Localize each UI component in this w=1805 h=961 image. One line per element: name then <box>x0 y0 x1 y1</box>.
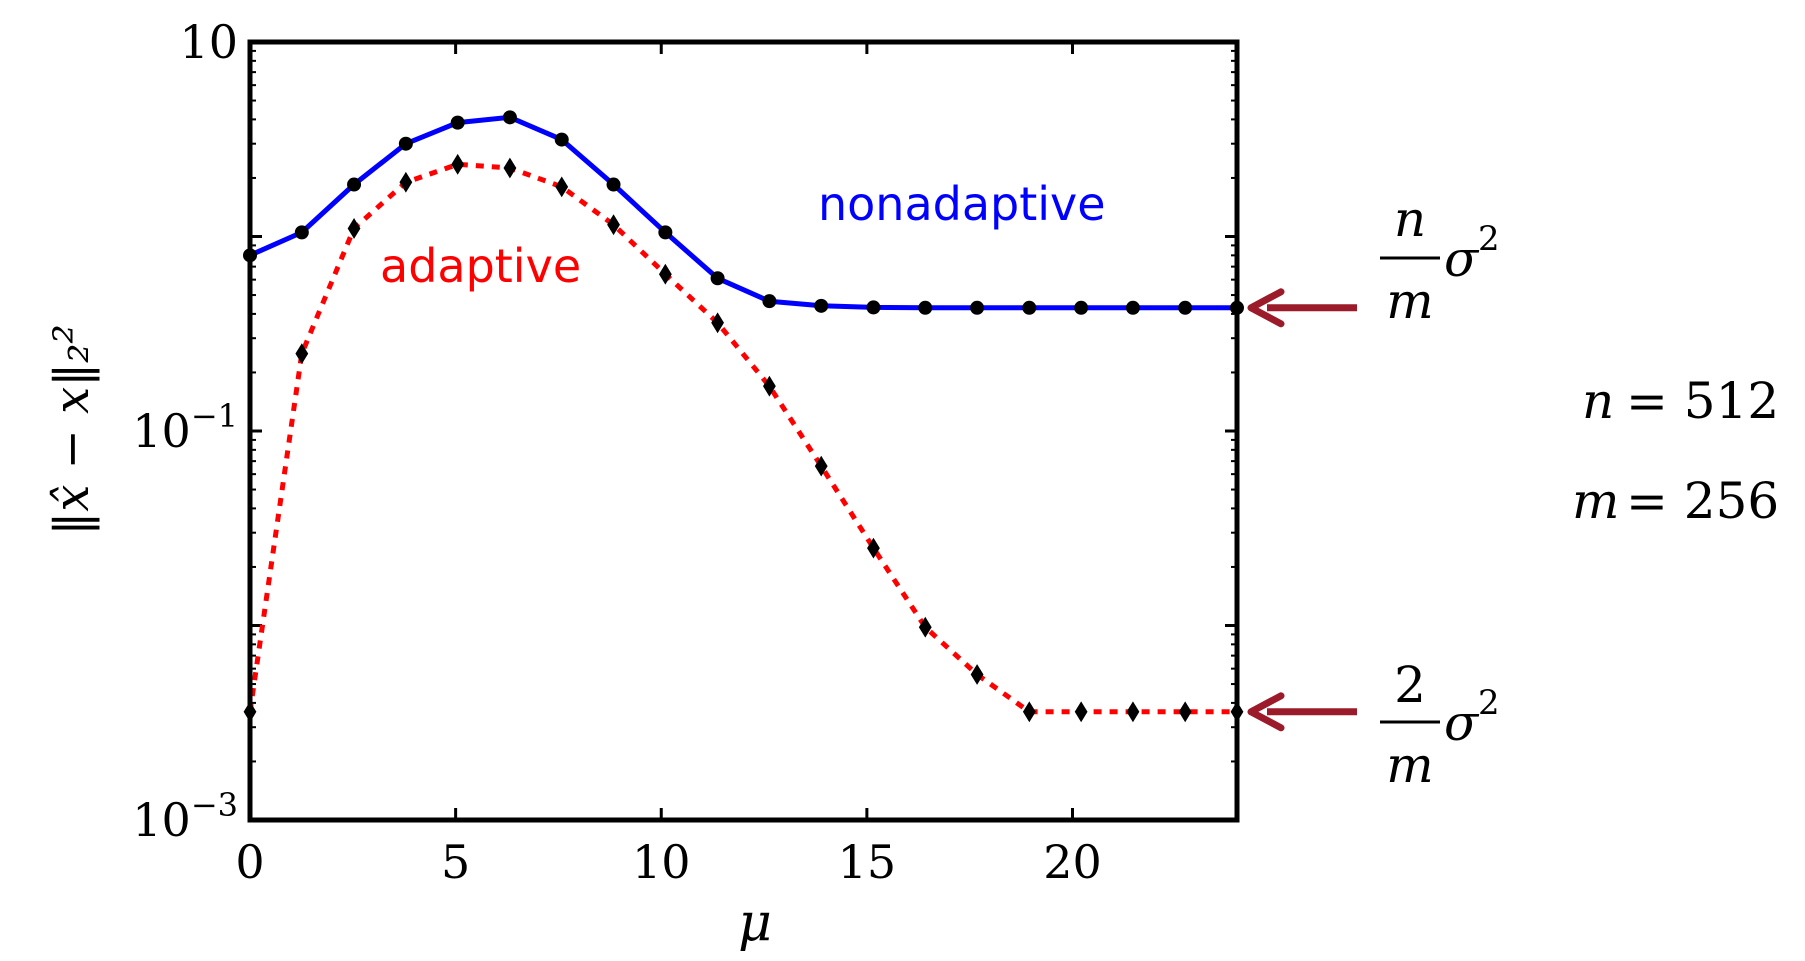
y-tick-label: 10−1 <box>132 397 238 458</box>
upper-fraction-denominator: m <box>1386 272 1433 330</box>
series-label-nonadaptive: nonadaptive <box>818 177 1106 231</box>
data-point-adaptive <box>658 263 672 285</box>
data-point-nonadaptive <box>866 300 881 315</box>
lower-fraction-denominator: m <box>1386 736 1433 794</box>
y-tick-label: 10−3 <box>132 786 238 847</box>
data-point-nonadaptive <box>1022 300 1037 315</box>
x-tick-label: 0 <box>235 835 264 889</box>
lower-fraction-numerator: 2 <box>1394 656 1426 714</box>
data-point-adaptive <box>1074 701 1088 723</box>
m-symbol: m <box>1572 472 1619 530</box>
upper-fraction-numerator: n <box>1394 190 1426 248</box>
data-point-adaptive <box>970 664 984 685</box>
data-point-nonadaptive <box>762 294 777 309</box>
data-point-adaptive <box>867 537 880 559</box>
data-point-nonadaptive <box>710 271 725 286</box>
data-point-nonadaptive <box>398 136 413 151</box>
plot-frame <box>247 39 1240 823</box>
data-point-nonadaptive <box>294 225 309 240</box>
data-point-nonadaptive <box>554 132 569 147</box>
n-value: = 512 <box>1626 372 1779 430</box>
upper-sigma-power: 2 <box>1478 219 1500 259</box>
annotation-n-over-m-sigma2: n m σ 2 <box>1380 190 1500 330</box>
data-point-nonadaptive <box>918 300 933 315</box>
data-point-nonadaptive <box>606 177 621 192</box>
data-point-nonadaptive <box>1178 300 1193 315</box>
annotation-2-over-m-sigma2: 2 m σ 2 <box>1380 656 1500 794</box>
y-tick-label: 10 <box>179 15 238 69</box>
data-point-nonadaptive <box>1125 300 1140 315</box>
data-point-nonadaptive <box>450 115 465 130</box>
arrow-upper-head <box>1247 288 1285 328</box>
upper-sigma: σ <box>1444 230 1480 288</box>
data-point-adaptive <box>1126 701 1140 723</box>
data-point-adaptive <box>555 176 569 198</box>
data-point-nonadaptive <box>970 300 985 315</box>
x-axis-label: μ <box>738 893 772 953</box>
data-point-adaptive <box>1022 701 1036 723</box>
data-point-adaptive <box>1178 701 1192 723</box>
ticks-layer <box>248 40 1237 822</box>
series-line-adaptive <box>247 161 1237 715</box>
data-point-adaptive <box>607 214 620 236</box>
data-point-adaptive <box>503 157 517 179</box>
m-value: = 256 <box>1626 472 1779 530</box>
y-axis-label: ‖x̂ − x‖₂² <box>44 324 100 535</box>
x-tick-label: 15 <box>838 835 897 889</box>
data-point-adaptive <box>451 153 465 175</box>
lower-sigma-power: 2 <box>1478 683 1500 723</box>
data-point-adaptive <box>347 218 361 239</box>
data-point-nonadaptive <box>658 225 673 240</box>
series-line-nonadaptive <box>248 114 1237 311</box>
data-point-nonadaptive <box>502 110 517 125</box>
lower-sigma: σ <box>1444 694 1480 752</box>
data-point-nonadaptive <box>814 298 829 313</box>
arrows-layer <box>1247 288 1357 732</box>
data-point-nonadaptive <box>1074 300 1089 315</box>
data-point-adaptive <box>918 616 932 638</box>
parameter-values: n = 512 m = 256 <box>1572 372 1779 530</box>
arrow-lower-head <box>1247 692 1285 732</box>
data-point-adaptive <box>814 455 828 477</box>
tick-labels-layer: 0 5 10 15 20 10−3 10−1 10 <box>132 15 1101 889</box>
data-point-adaptive <box>711 312 724 334</box>
x-tick-label: 20 <box>1043 835 1102 889</box>
series-label-adaptive: adaptive <box>380 239 581 293</box>
data-point-adaptive <box>399 171 413 193</box>
data-point-nonadaptive <box>347 177 362 192</box>
x-tick-label: 5 <box>441 835 470 889</box>
n-symbol: n <box>1582 372 1614 430</box>
x-tick-label: 10 <box>632 835 691 889</box>
data-point-adaptive <box>295 343 309 365</box>
data-point-adaptive <box>763 375 776 397</box>
